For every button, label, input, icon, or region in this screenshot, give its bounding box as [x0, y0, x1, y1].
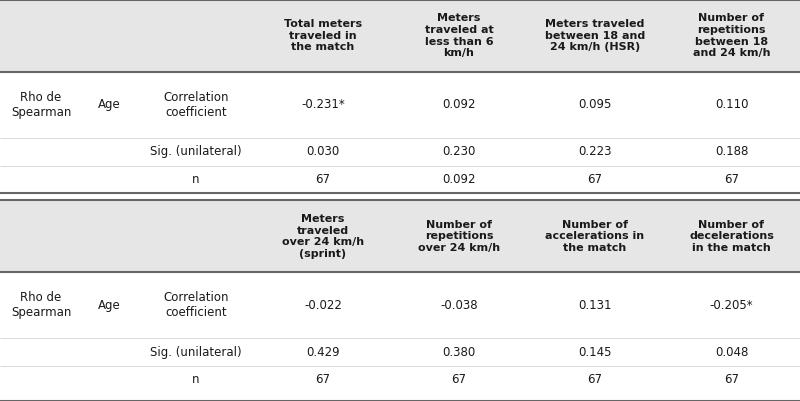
Bar [0, 200, 800, 272]
Text: Number of
repetitions
between 18
and 24 km/h: Number of repetitions between 18 and 24 … [693, 14, 770, 58]
Bar [0, 72, 800, 138]
Text: 0.188: 0.188 [715, 145, 748, 158]
Text: 0.095: 0.095 [578, 98, 612, 111]
Text: Age: Age [98, 299, 121, 312]
Bar [0, 338, 800, 366]
Text: -0.022: -0.022 [304, 299, 342, 312]
Text: n: n [192, 173, 200, 186]
Text: 0.145: 0.145 [578, 346, 612, 359]
Bar [0, 193, 800, 200]
Text: 67: 67 [451, 373, 466, 386]
Text: Age: Age [98, 98, 121, 111]
Text: 0.131: 0.131 [578, 299, 612, 312]
Text: 0.230: 0.230 [442, 145, 476, 158]
Text: Number of
repetitions
over 24 km/h: Number of repetitions over 24 km/h [418, 220, 500, 253]
Bar [0, 0, 800, 72]
Text: n: n [192, 373, 200, 386]
Text: Number of
decelerations
in the match: Number of decelerations in the match [689, 220, 774, 253]
Text: Number of
accelerations in
the match: Number of accelerations in the match [546, 220, 645, 253]
Text: Sig. (unilateral): Sig. (unilateral) [150, 346, 242, 359]
Text: Meters
traveled
over 24 km/h
(sprint): Meters traveled over 24 km/h (sprint) [282, 214, 364, 259]
Text: 67: 67 [315, 373, 330, 386]
Text: Sig. (unilateral): Sig. (unilateral) [150, 145, 242, 158]
Text: Total meters
traveled in
the match: Total meters traveled in the match [284, 19, 362, 53]
Text: Correlation
coefficient: Correlation coefficient [163, 292, 229, 319]
Text: 0.030: 0.030 [306, 145, 340, 158]
Text: Rho de
Spearman: Rho de Spearman [11, 91, 71, 119]
Text: 0.429: 0.429 [306, 346, 340, 359]
Text: 67: 67 [724, 173, 739, 186]
Text: 67: 67 [587, 173, 602, 186]
Text: 67: 67 [315, 173, 330, 186]
Text: 0.223: 0.223 [578, 145, 612, 158]
Text: 0.110: 0.110 [714, 98, 748, 111]
Text: Correlation
coefficient: Correlation coefficient [163, 91, 229, 119]
Text: Meters
traveled at
less than 6
km/h: Meters traveled at less than 6 km/h [425, 14, 494, 58]
Text: 0.380: 0.380 [442, 346, 476, 359]
Text: 67: 67 [724, 373, 739, 386]
Text: 0.092: 0.092 [442, 98, 476, 111]
Bar [0, 272, 800, 338]
Text: -0.038: -0.038 [440, 299, 478, 312]
Text: -0.205*: -0.205* [710, 299, 754, 312]
Text: Rho de
Spearman: Rho de Spearman [11, 292, 71, 319]
Text: Meters traveled
between 18 and
24 km/h (HSR): Meters traveled between 18 and 24 km/h (… [545, 19, 645, 53]
Text: -0.231*: -0.231* [301, 98, 345, 111]
Text: 67: 67 [587, 373, 602, 386]
Bar [0, 366, 800, 394]
Bar [0, 138, 800, 166]
Text: 0.092: 0.092 [442, 173, 476, 186]
Text: 0.048: 0.048 [715, 346, 748, 359]
Bar [0, 166, 800, 193]
